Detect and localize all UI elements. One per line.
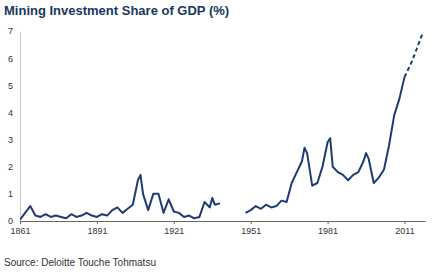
x-tick-label: 1861: [10, 226, 30, 236]
x-tick: 1951: [241, 221, 261, 236]
y-tick-label: 0: [8, 216, 13, 226]
chart: Mining Investment Share of GDP (%) Source…: [0, 0, 441, 275]
y-tick: 2: [8, 162, 20, 172]
x-tick-mark: [174, 221, 175, 224]
x-tick-mark: [97, 221, 98, 224]
x-tick-label: 1891: [87, 226, 107, 236]
x-tick: 1891: [87, 221, 107, 236]
y-tick-label: 7: [8, 26, 13, 36]
x-tick: 2011: [395, 221, 414, 236]
x-tick: 1981: [318, 221, 338, 236]
title: Mining Investment Share of GDP (%): [4, 3, 229, 18]
x-tick-mark: [251, 221, 252, 224]
x-axis: 1861 1891 1921 1951 1981 2011: [10, 221, 425, 236]
plot-area: [20, 34, 422, 220]
y-tick-label: 3: [8, 135, 13, 145]
y-tick: 6: [8, 54, 20, 64]
y-tick: 1: [8, 189, 20, 199]
x-tick-label: 2011: [395, 226, 414, 236]
y-tick: 4: [8, 108, 20, 118]
y-tick-label: 6: [8, 54, 13, 64]
y-tick-label: 1: [8, 189, 13, 199]
x-tick-mark: [20, 221, 21, 224]
source: Source: Deloitte Touche Tohmatsu: [4, 257, 156, 268]
y-tick: 0: [8, 216, 20, 226]
series-line: [20, 77, 404, 220]
x-tick-label: 1951: [241, 226, 261, 236]
y-tick: 5: [8, 81, 20, 91]
y-tick: 3: [8, 135, 20, 145]
x-tick-mark: [328, 221, 329, 224]
x-tick: 1861: [10, 221, 30, 236]
x-tick-label: 1921: [164, 226, 184, 236]
x-tick-label: 1981: [318, 226, 338, 236]
x-axis-line: [21, 221, 426, 222]
y-tick-label: 2: [8, 162, 13, 172]
x-tick: 1921: [164, 221, 184, 236]
x-tick-mark: [404, 221, 405, 224]
y-tick: 7: [8, 26, 20, 36]
y-axis: 0 1 2 3 4 5 6 7: [8, 26, 21, 226]
series-line: [404, 34, 422, 77]
y-axis-line: [20, 32, 21, 222]
y-tick-label: 4: [8, 108, 13, 118]
y-tick-label: 5: [8, 81, 13, 91]
